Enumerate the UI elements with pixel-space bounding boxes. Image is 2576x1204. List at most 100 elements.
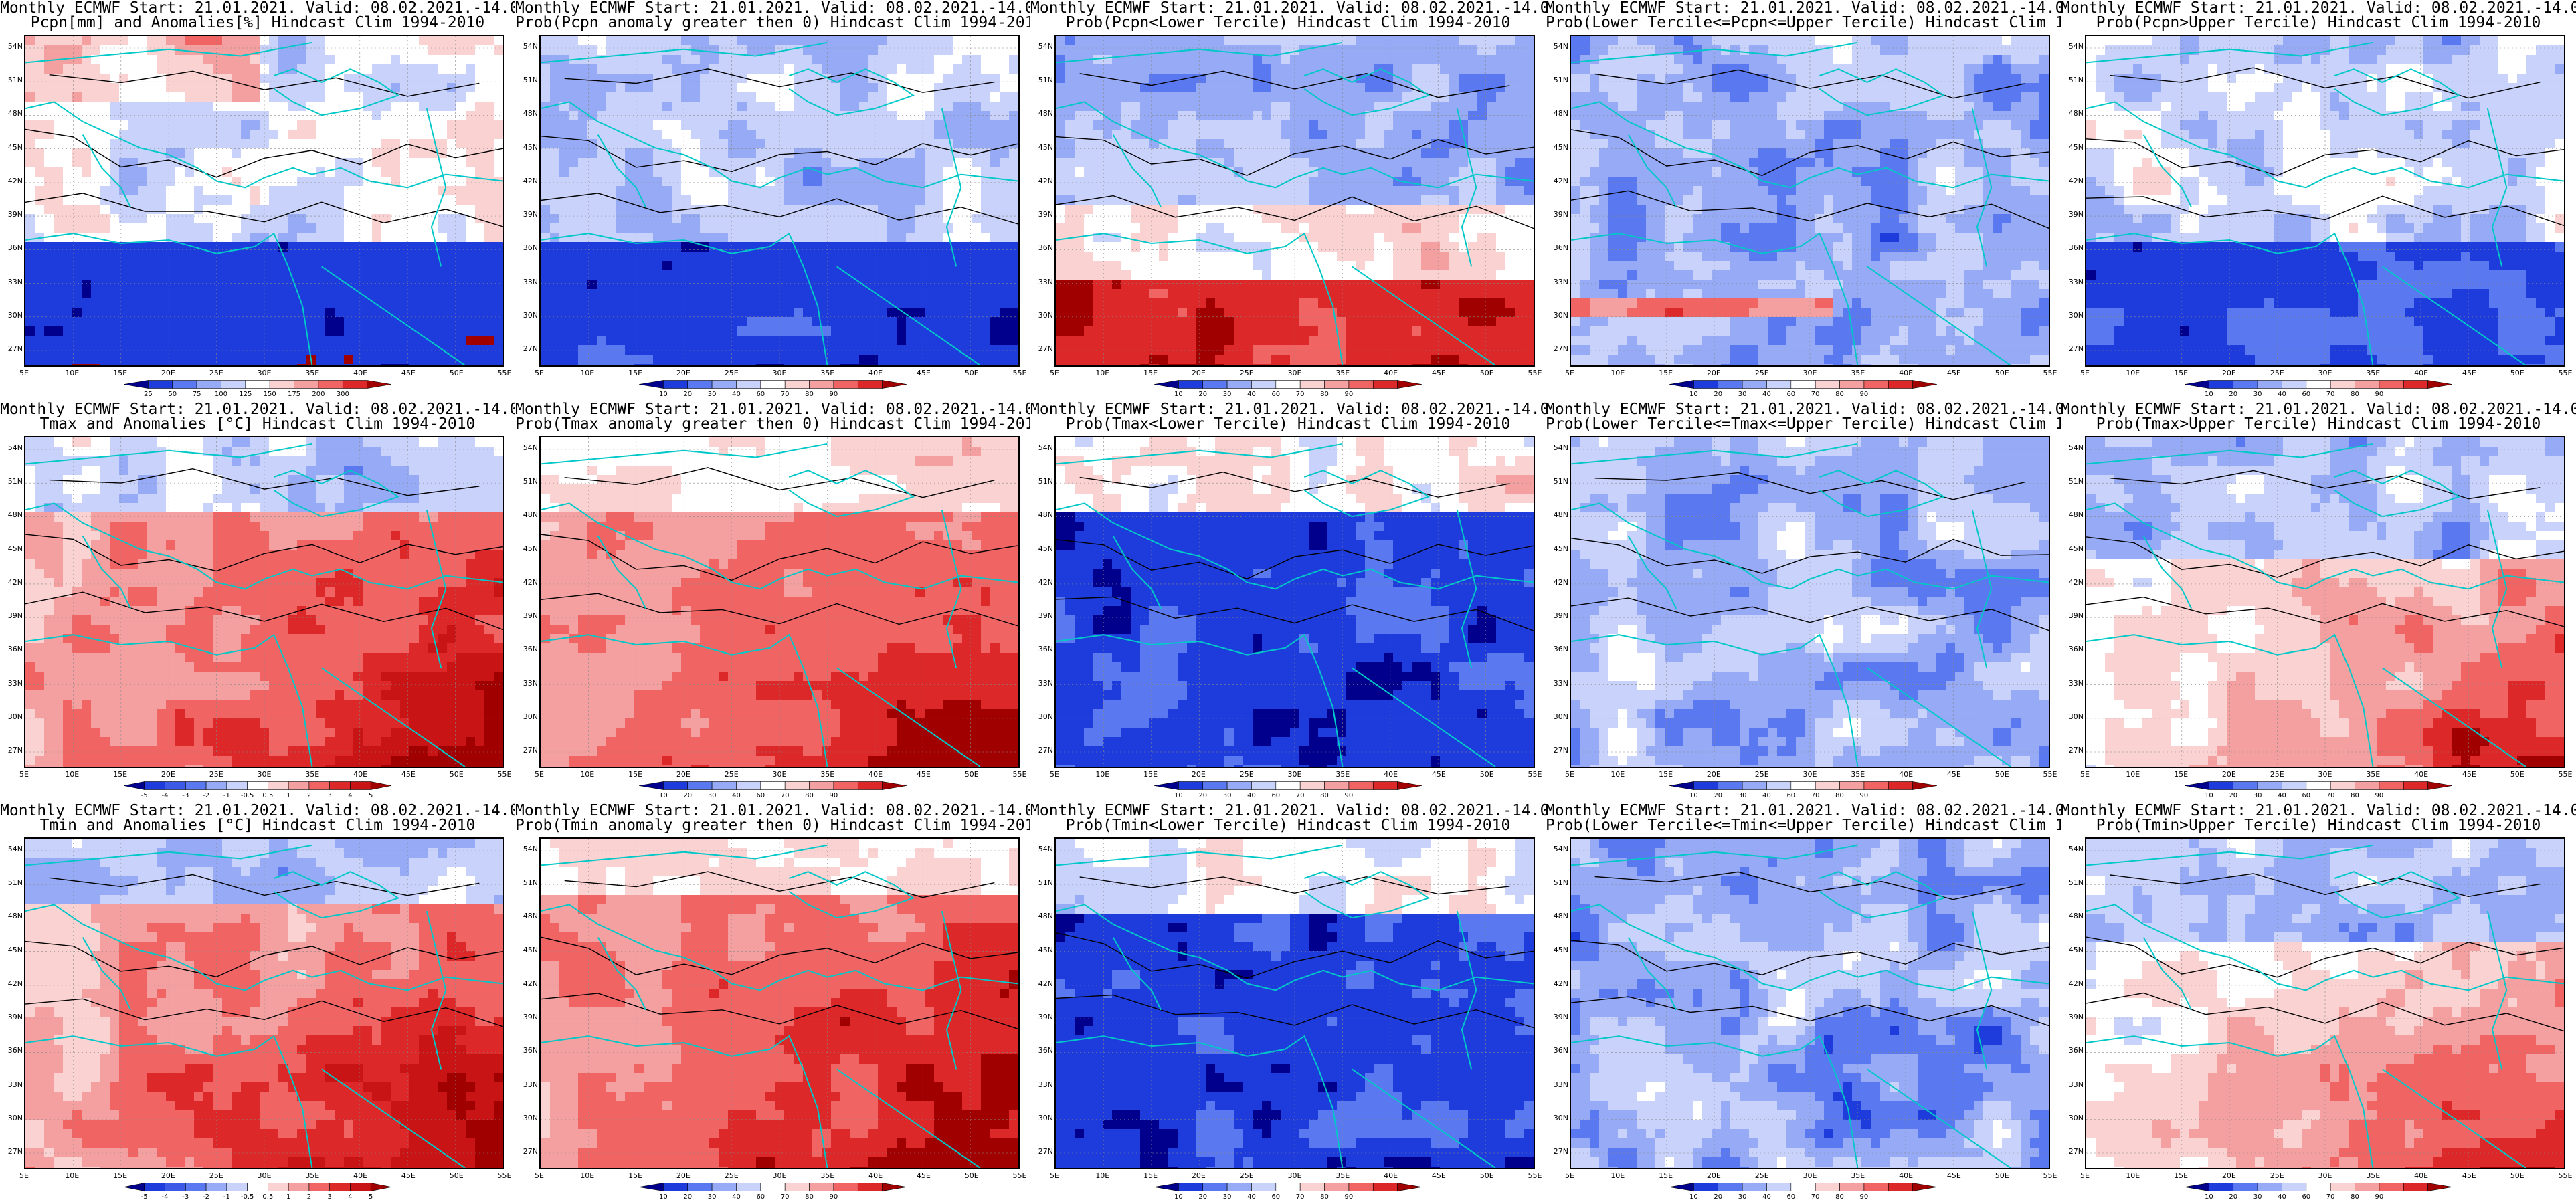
colorbar-swatch — [1693, 1183, 1719, 1191]
lon-tick-label: 35E — [1845, 771, 1871, 779]
colorbar-swatch — [1863, 1183, 1889, 1191]
colorbar-swatch — [760, 1183, 786, 1191]
coastline — [2382, 667, 2526, 767]
lon-tick-label: 20E — [1185, 771, 1212, 779]
panel-title-line1: Monthly ECMWF Start: 21.01.2021. Valid: … — [515, 803, 1030, 819]
colorbar-label: 80 — [1311, 391, 1338, 398]
colorbar-swatch — [124, 781, 145, 790]
contour-line — [1571, 996, 2049, 1027]
colorbar-label: 70 — [1802, 792, 1829, 799]
lon-tick-label: 35E — [2360, 1172, 2387, 1180]
map-plot — [539, 35, 1020, 367]
lat-tick-label: 45N — [3, 946, 23, 955]
colorbar-swatch — [1299, 1183, 1325, 1191]
colorbar-label: 90 — [2366, 792, 2393, 799]
colorbar-swatch — [809, 380, 834, 389]
coastline — [1571, 232, 1859, 365]
colorbar-swatch — [1397, 380, 1422, 389]
lat-tick-label: 30N — [518, 311, 538, 320]
coastline — [1056, 1035, 1344, 1168]
colorbar-label: 30 — [1729, 792, 1756, 799]
colorbar-label: 30 — [699, 792, 725, 799]
colorbar-label: 70 — [1287, 792, 1313, 799]
colorbar-label: 20 — [2220, 792, 2247, 799]
coastline — [941, 108, 962, 267]
colorbar-label: 60 — [1778, 1193, 1805, 1201]
colorbar-swatch — [882, 1183, 907, 1191]
lat-tick-label: 27N — [2063, 1148, 2084, 1156]
lon-tick-label: 5E — [526, 369, 553, 377]
lat-tick-label: 39N — [1548, 612, 1568, 620]
coastline — [1971, 910, 1993, 1070]
colorbar-swatch — [205, 1183, 227, 1191]
colorbar-swatch — [1397, 781, 1422, 790]
colorbar-label: -1 — [213, 1193, 240, 1201]
lat-tick-label: 33N — [1548, 1080, 1568, 1089]
lat-tick-label: 27N — [1548, 1148, 1568, 1156]
colorbar-swatch — [2427, 781, 2452, 790]
panel-title-line1: Monthly ECMWF Start: 21.01.2021. Valid: … — [515, 0, 1030, 16]
lat-tick-label: 48N — [1548, 511, 1568, 519]
colorbar-label: 80 — [796, 792, 823, 799]
colorbar-swatch — [2209, 380, 2234, 389]
colorbar-swatch — [1324, 781, 1350, 790]
contour-line — [1056, 539, 1534, 580]
lon-tick-label: 45E — [1940, 771, 1967, 779]
lat-tick-label: 36N — [518, 1047, 538, 1055]
lat-tick-label: 54N — [1033, 444, 1053, 452]
lat-tick-label: 36N — [518, 244, 538, 252]
colorbar-swatch — [185, 781, 207, 790]
coastline — [273, 470, 400, 518]
colorbar-label: 300 — [329, 391, 356, 398]
contour-line — [2110, 470, 2541, 500]
colorbar-swatch — [2330, 781, 2355, 790]
lon-tick-label: 30E — [766, 1172, 793, 1180]
lat-tick-label: 39N — [3, 612, 23, 620]
colorbar-swatch — [784, 1183, 810, 1191]
lat-tick-label: 51N — [1548, 76, 1568, 84]
colorbar-swatch — [2185, 781, 2209, 790]
colorbar-label: 60 — [1263, 792, 1289, 799]
lon-tick-label: 10E — [1089, 369, 1116, 377]
lat-tick-label: 54N — [3, 43, 23, 51]
colorbar-swatch — [165, 1183, 186, 1191]
panel-title-line1: Monthly ECMWF Start: 21.01.2021. Valid: … — [1546, 0, 2061, 16]
colorbar-label: 20 — [1705, 792, 1732, 799]
contour-line — [49, 468, 480, 496]
lat-tick-label: 36N — [3, 244, 23, 252]
contour-line — [25, 128, 503, 178]
colorbar-label: 20 — [1190, 391, 1216, 398]
colorbar-swatch — [1202, 781, 1228, 790]
map-plot — [2085, 837, 2565, 1169]
colorbar-swatch — [687, 380, 713, 389]
colorbar-swatch — [1912, 1183, 1937, 1191]
colorbar-label: 80 — [796, 1193, 823, 1201]
colorbar-swatch — [1154, 1183, 1179, 1191]
colorbar-swatch — [370, 1183, 391, 1191]
coastline — [321, 667, 466, 767]
lon-tick-label: 40E — [862, 1172, 889, 1180]
lat-tick-label: 36N — [1548, 1047, 1568, 1055]
lon-tick-label: 25E — [1233, 369, 1260, 377]
lat-tick-label: 54N — [3, 444, 23, 452]
colorbar-swatch — [2306, 380, 2331, 389]
coastline — [426, 509, 447, 668]
colorbar-swatch — [2282, 1183, 2307, 1191]
coastline — [1352, 1068, 1496, 1168]
colorbar — [124, 1183, 391, 1191]
lat-tick-label: 33N — [518, 278, 538, 286]
colorbar-swatch — [1888, 781, 1913, 790]
lon-tick-label: 10E — [1089, 771, 1116, 779]
lon-tick-label: 30E — [1281, 771, 1308, 779]
colorbar-swatch — [2233, 781, 2258, 790]
lat-tick-label: 54N — [2063, 845, 2084, 854]
lon-tick-label: 30E — [2312, 369, 2338, 377]
lon-tick-label: 45E — [395, 369, 422, 377]
coastline — [25, 101, 503, 189]
shaded-field — [25, 437, 503, 767]
shaded-field — [2086, 839, 2564, 1168]
colorbar-label: 70 — [771, 1193, 798, 1201]
lat-tick-label: 33N — [3, 1080, 23, 1089]
coastline — [2334, 470, 2461, 518]
lon-tick-label: 10E — [59, 369, 86, 377]
